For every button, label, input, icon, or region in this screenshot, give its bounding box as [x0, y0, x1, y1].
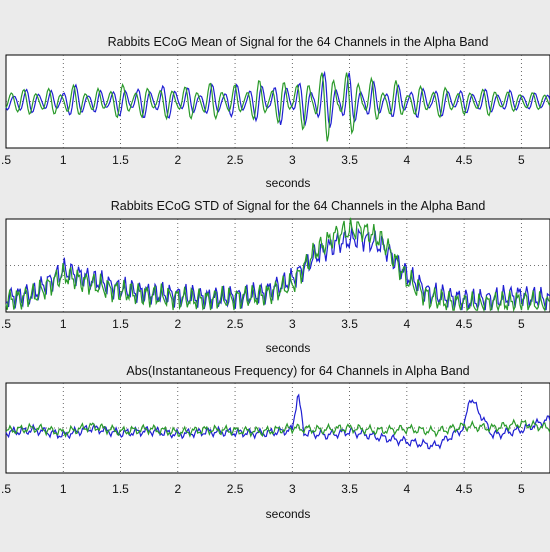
x-tick-label: 1: [60, 317, 67, 331]
series-line-2: [5, 418, 550, 438]
x-tick-label: 3.5: [341, 153, 358, 167]
x-tick-label: 3: [289, 153, 296, 167]
panel-2: Rabbits ECoG STD of Signal for the 64 Ch…: [1, 199, 550, 355]
x-tick-label: .5: [1, 482, 11, 496]
x-tick-label: 4: [403, 153, 410, 167]
x-tick-label: 1.5: [112, 153, 129, 167]
x-tick-label: 2: [174, 153, 181, 167]
x-tick-label: .5: [1, 153, 11, 167]
series-line-1: [5, 393, 550, 450]
x-tick-label: 2.5: [227, 317, 244, 331]
panel-3: Abs(Instantaneous Frequency) for 64 Chan…: [1, 364, 550, 521]
x-tick-label: 4: [403, 482, 410, 496]
series-line-2: [5, 72, 550, 142]
x-tick-label: 1.5: [112, 317, 129, 331]
x-tick-label: 3: [289, 317, 296, 331]
x-tick-label: 3.5: [341, 317, 358, 331]
x-tick-label: 2.5: [227, 482, 244, 496]
x-axis-label: seconds: [266, 341, 311, 355]
series-line-1: [5, 226, 550, 311]
x-axis-label: seconds: [266, 507, 311, 521]
x-tick-label: 2: [174, 482, 181, 496]
x-tick-label: 3.5: [341, 482, 358, 496]
panel-title: Abs(Instantaneous Frequency) for 64 Chan…: [126, 364, 469, 378]
x-tick-label: 2: [174, 317, 181, 331]
series-line-2: [5, 217, 550, 313]
series-line-1: [5, 70, 550, 128]
x-tick-label: 1: [60, 153, 67, 167]
grid: [6, 219, 550, 312]
panel-title: Rabbits ECoG STD of Signal for the 64 Ch…: [111, 199, 486, 213]
x-tick-label: 5: [518, 153, 525, 167]
x-tick-label: 4.5: [456, 317, 473, 331]
panel-1: Rabbits ECoG Mean of Signal for the 64 C…: [1, 35, 550, 190]
x-tick-label: 5: [518, 317, 525, 331]
x-axis-label: seconds: [266, 176, 311, 190]
x-tick-label: 2.5: [227, 153, 244, 167]
x-tick-label: 1.5: [112, 482, 129, 496]
x-tick-label: .5: [1, 317, 11, 331]
x-tick-label: 4.5: [456, 482, 473, 496]
x-tick-label: 4: [403, 317, 410, 331]
x-tick-label: 3: [289, 482, 296, 496]
x-tick-label: 5: [518, 482, 525, 496]
panel-title: Rabbits ECoG Mean of Signal for the 64 C…: [108, 35, 489, 49]
x-tick-label: 4.5: [456, 153, 473, 167]
x-tick-label: 1: [60, 482, 67, 496]
